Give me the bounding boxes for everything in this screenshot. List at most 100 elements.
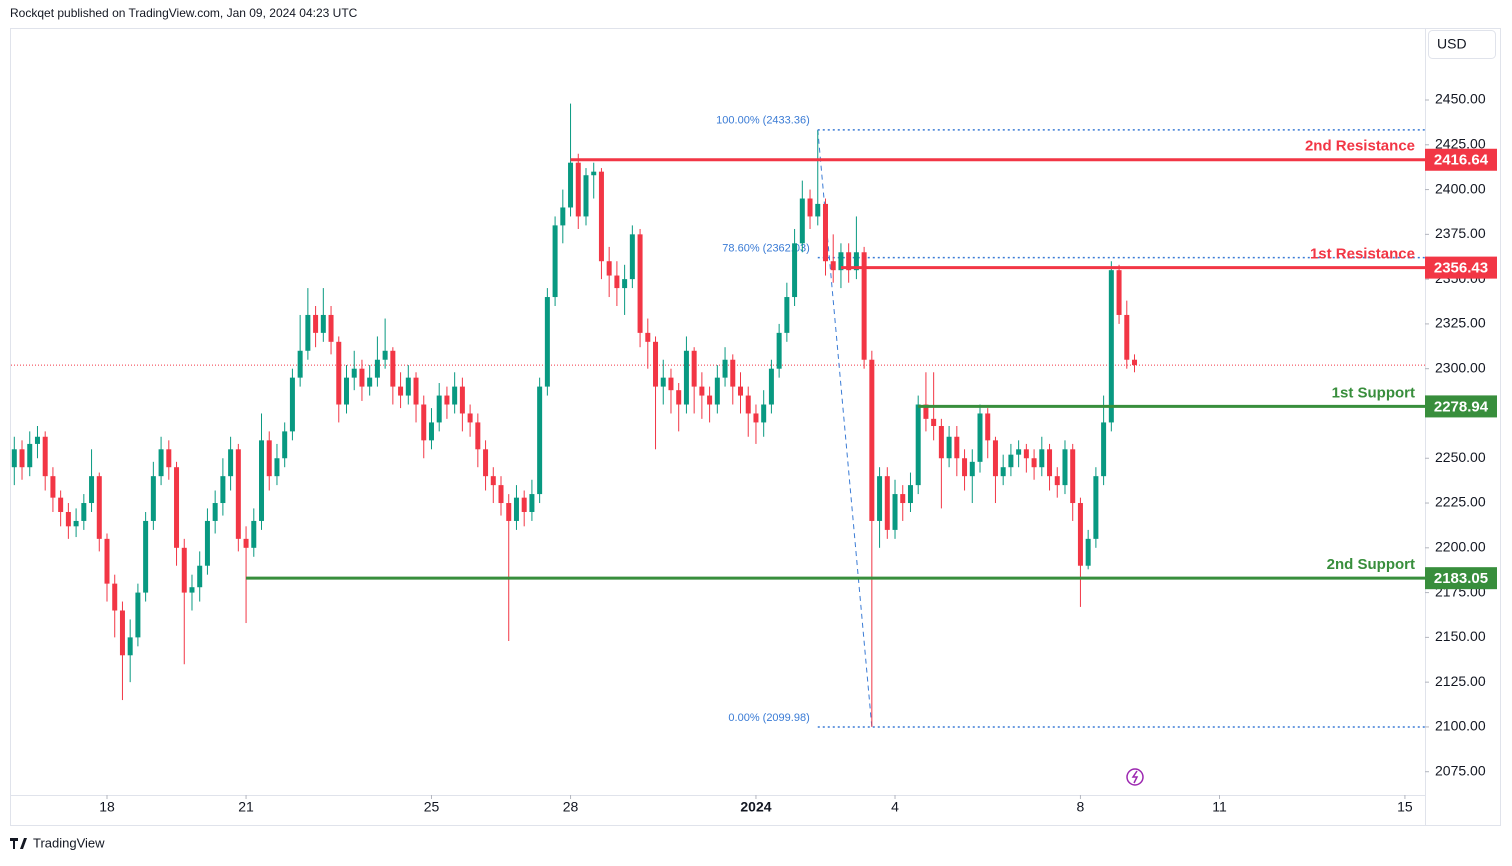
candle-body bbox=[398, 386, 404, 396]
candle-body bbox=[807, 198, 813, 217]
candle-body bbox=[622, 279, 628, 289]
candle-body bbox=[1108, 270, 1114, 423]
x-tick-label: 28 bbox=[563, 799, 579, 815]
candle-body bbox=[143, 520, 149, 593]
currency-button[interactable] bbox=[1428, 30, 1496, 59]
candle-body bbox=[537, 386, 543, 495]
candle-body bbox=[969, 461, 975, 477]
y-tick-label: 2375.00 bbox=[1435, 225, 1486, 241]
x-tick-label: 11 bbox=[1212, 799, 1227, 815]
candle-body bbox=[869, 359, 875, 521]
candle-body bbox=[776, 332, 782, 369]
candle-body bbox=[351, 368, 357, 378]
candle-body bbox=[328, 314, 334, 342]
candle-body bbox=[768, 368, 774, 405]
candle-body bbox=[343, 377, 349, 405]
candle-body bbox=[42, 436, 48, 477]
candle-body bbox=[212, 503, 218, 521]
candle-body bbox=[313, 314, 319, 333]
candle-body bbox=[428, 422, 434, 441]
candle-body bbox=[1023, 449, 1029, 459]
fib-label: 78.60% (2362.03) bbox=[722, 242, 809, 254]
candle-body bbox=[830, 261, 836, 271]
candle-body bbox=[792, 243, 798, 298]
candle-body bbox=[1047, 449, 1053, 477]
candle-body bbox=[243, 538, 249, 548]
y-tick-label: 2075.00 bbox=[1435, 762, 1486, 778]
x-tick-label: 4 bbox=[891, 799, 899, 815]
candle-body bbox=[853, 252, 859, 271]
level-price-box bbox=[1425, 148, 1497, 171]
candle-body bbox=[1132, 359, 1138, 366]
y-tick-label: 2300.00 bbox=[1435, 359, 1486, 375]
y-tick-label: 2400.00 bbox=[1435, 180, 1486, 196]
alert-icon[interactable] bbox=[1126, 768, 1144, 786]
candle-body bbox=[1124, 314, 1130, 360]
level-price-label: 2356.43 bbox=[1434, 260, 1488, 277]
candle-body bbox=[575, 162, 581, 217]
candle-body bbox=[459, 386, 465, 414]
candle-body bbox=[65, 511, 71, 527]
candle-body bbox=[722, 359, 728, 378]
candle-body bbox=[228, 449, 234, 477]
candle-body bbox=[861, 252, 867, 360]
candle-body bbox=[181, 547, 187, 593]
candle-body bbox=[274, 458, 280, 477]
candle-body bbox=[444, 395, 450, 405]
candle-body bbox=[1116, 270, 1122, 315]
candle-body bbox=[946, 436, 952, 459]
y-tick-label: 2325.00 bbox=[1435, 315, 1486, 331]
candle-body bbox=[884, 476, 890, 530]
candle-body bbox=[266, 440, 272, 477]
candle-body bbox=[583, 175, 589, 217]
candle-body bbox=[11, 449, 17, 468]
candle-body bbox=[58, 497, 64, 512]
candle-body bbox=[892, 494, 898, 530]
candle-body bbox=[1077, 503, 1083, 566]
candle-body bbox=[50, 476, 56, 498]
x-tick-label: 21 bbox=[238, 799, 254, 815]
level-price-box bbox=[1425, 567, 1497, 590]
candle-body bbox=[150, 476, 156, 521]
level-price-label: 2416.64 bbox=[1434, 152, 1489, 169]
candle-body bbox=[289, 377, 295, 432]
candle-body bbox=[931, 418, 937, 427]
candle-body bbox=[598, 171, 604, 262]
candle-body bbox=[815, 203, 821, 217]
plot: 100.00% (2433.36) 78.60% (2362.03) 0.00% (… bbox=[11, 103, 1425, 728]
candle-body bbox=[73, 520, 79, 527]
candle-body bbox=[707, 395, 713, 405]
candle-body bbox=[19, 449, 25, 468]
candle-body bbox=[985, 413, 991, 441]
candle-body bbox=[27, 443, 33, 468]
level-price-label: 2278.94 bbox=[1434, 398, 1489, 415]
candle-body bbox=[81, 503, 87, 521]
candle-body bbox=[923, 404, 929, 419]
candle-body bbox=[954, 436, 960, 459]
candle-body bbox=[676, 390, 682, 405]
candle-body bbox=[529, 494, 535, 512]
x-tick-label: 2024 bbox=[740, 799, 771, 815]
candle-body bbox=[1016, 449, 1022, 455]
candle-body bbox=[1101, 422, 1107, 477]
fib-label: 100.00% (2433.36) bbox=[716, 115, 810, 127]
frame bbox=[10, 28, 1501, 826]
y-tick-label: 2200.00 bbox=[1435, 539, 1486, 555]
candle-body bbox=[452, 386, 458, 405]
candle-body bbox=[938, 426, 944, 459]
x-tick-label: 18 bbox=[99, 799, 115, 815]
candle-body bbox=[251, 520, 257, 548]
candle-body bbox=[637, 234, 643, 333]
y-tick-label: 2450.00 bbox=[1435, 91, 1486, 107]
y-tick-label: 2225.00 bbox=[1435, 494, 1486, 510]
candle-body bbox=[714, 377, 720, 405]
candle-body bbox=[259, 440, 265, 521]
x-tick-label: 8 bbox=[1077, 799, 1085, 815]
level-name: 2nd Resistance bbox=[1305, 138, 1415, 155]
candle-body bbox=[320, 314, 326, 333]
candle-body bbox=[915, 404, 921, 486]
candle-body bbox=[521, 497, 527, 512]
candle-body bbox=[336, 341, 342, 405]
candle-body bbox=[614, 275, 620, 289]
